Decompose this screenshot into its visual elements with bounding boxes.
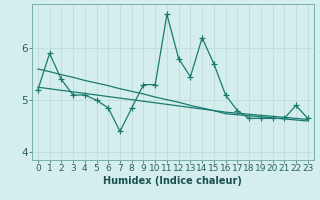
X-axis label: Humidex (Indice chaleur): Humidex (Indice chaleur) [103, 176, 242, 186]
